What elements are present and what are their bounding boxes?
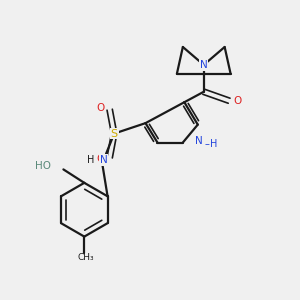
Text: O: O — [96, 154, 104, 164]
Text: O: O — [96, 103, 104, 113]
Text: CH₃: CH₃ — [77, 253, 94, 262]
Text: N: N — [200, 60, 208, 70]
Text: N: N — [194, 136, 202, 146]
Text: O: O — [233, 96, 242, 106]
Text: S: S — [111, 129, 118, 139]
Text: H: H — [210, 139, 217, 149]
Text: HO: HO — [35, 161, 51, 171]
Text: H: H — [87, 155, 94, 165]
Text: N: N — [100, 155, 108, 165]
Text: –: – — [205, 139, 210, 149]
